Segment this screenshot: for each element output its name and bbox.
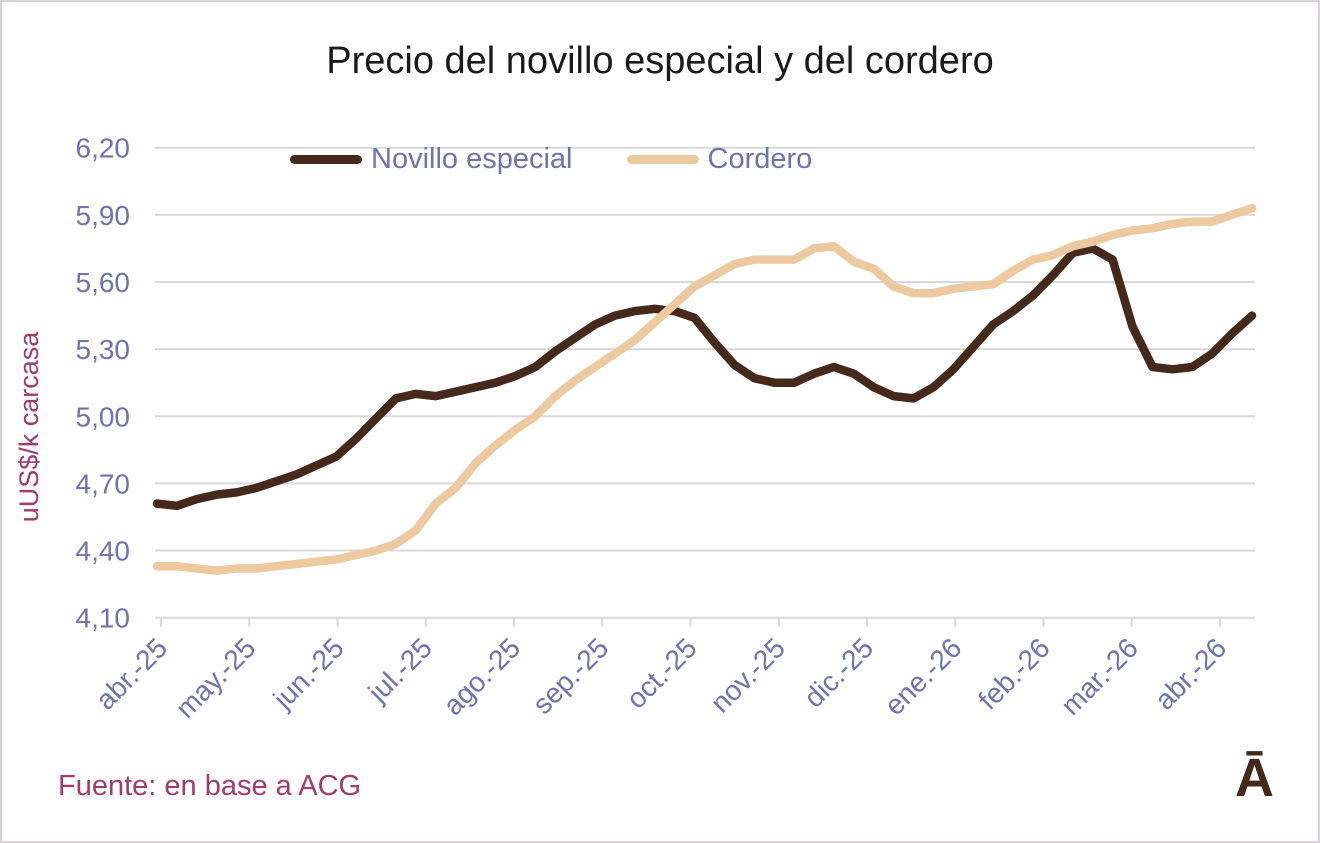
- y-axis-tick-label: 5,90: [76, 200, 131, 231]
- y-axis-tick-label: 4,10: [76, 603, 131, 634]
- series-line-cordero: [152, 203, 1257, 575]
- series-line-novillo: [152, 244, 1257, 511]
- x-axis-tick-label: mar.-26: [1055, 632, 1144, 721]
- cordero-line-swatch-icon: [626, 155, 699, 164]
- x-axis-tick-label: jun.-25: [267, 632, 350, 715]
- legend-item-cordero: Cordero: [626, 143, 813, 175]
- y-axis-tick-label: 4,40: [76, 536, 131, 567]
- y-axis-tick-label: 5,30: [76, 334, 131, 365]
- x-axis-tick-label: abr.-26: [1149, 632, 1233, 716]
- chart-legend: Novillo especial Cordero: [290, 145, 812, 174]
- x-axis-tick-label: may.-25: [170, 632, 262, 724]
- x-axis-tick-label: ene.-26: [878, 632, 967, 721]
- y-axis-tick-label: 5,00: [76, 401, 131, 432]
- chart-title: Precio del novillo especial y del corder…: [326, 40, 994, 82]
- x-axis-tick-label: sep.-25: [527, 632, 615, 720]
- legend-item-novillo: Novillo especial: [290, 145, 573, 174]
- source-note: Fuente: en base a ACG: [58, 770, 362, 802]
- y-axis-tick-label: 5,60: [76, 267, 131, 298]
- x-axis-tick-label: abr.-25: [90, 632, 174, 716]
- x-axis-tick-label: jul.-25: [361, 632, 438, 709]
- x-axis-tick-label: nov.-25: [704, 632, 790, 718]
- novillo-line-swatch-icon: [290, 155, 362, 164]
- x-axis-tick-label: oct.-25: [620, 632, 702, 714]
- y-axis-title: uUS$/k carcasa: [14, 331, 44, 523]
- brand-logo: Ā: [1235, 748, 1274, 808]
- legend-label-novillo: Novillo especial: [371, 143, 573, 175]
- x-axis-tick-label: ago.-25: [437, 632, 526, 721]
- x-axis-tick-label: dic.-25: [798, 632, 879, 713]
- legend-label-cordero: Cordero: [707, 143, 813, 175]
- x-axis-tick-label: feb.-26: [972, 632, 1056, 716]
- y-axis-tick-label: 6,20: [76, 133, 131, 164]
- y-axis-tick-label: 4,70: [76, 468, 131, 499]
